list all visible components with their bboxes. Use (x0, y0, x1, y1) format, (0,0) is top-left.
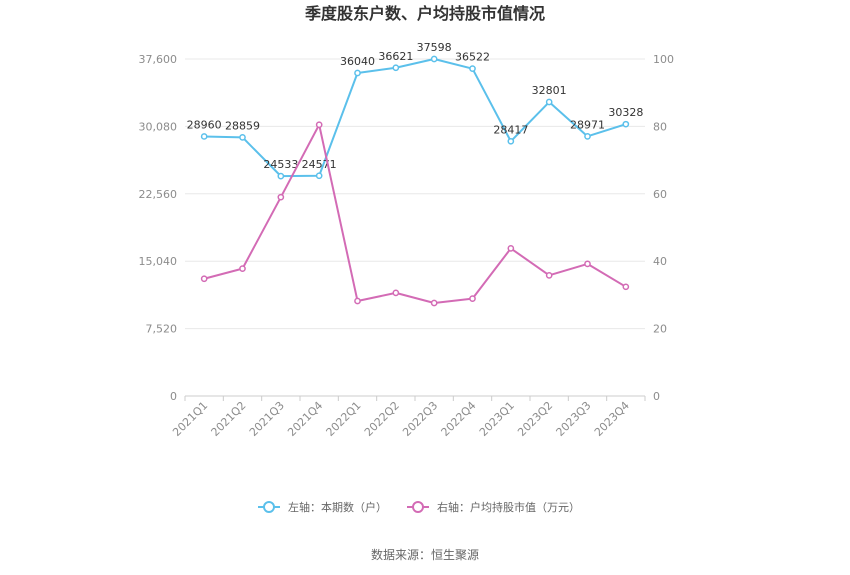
series-line-1 (204, 58, 627, 178)
series-2-point (277, 193, 285, 201)
x-tick-label: 2023Q2 (515, 399, 555, 439)
right-tick-label: 80 (653, 120, 667, 133)
series-1-point (277, 172, 285, 180)
x-tick-label: 2021Q4 (285, 399, 325, 439)
x-tick-label: 2021Q1 (170, 399, 210, 439)
series-2-point (430, 299, 438, 307)
series-2-point (354, 297, 361, 305)
x-tick-label: 2023Q3 (554, 399, 594, 439)
series-layer: 28960 28859 24533 24571 36040 36621 3759836522… (187, 41, 643, 307)
x-tick-label: 2021Q3 (247, 399, 287, 439)
data-label: 24571 (302, 158, 337, 171)
series-2-point (507, 245, 515, 252)
series-1-point (200, 133, 208, 140)
series-2-point (545, 272, 553, 279)
left-axis: 0 7,520 15,040 22,560 30,080 37,600 (139, 53, 178, 403)
series-1-point (545, 98, 553, 106)
series-1-point (622, 120, 630, 128)
left-tick-label: 37,600 (139, 53, 178, 66)
data-label: 28971 (570, 118, 605, 131)
left-tick-label: 22,560 (139, 188, 178, 201)
left-tick-label: 7,520 (146, 323, 178, 336)
right-tick-label: 40 (653, 255, 667, 268)
x-tick-label: 2023Q1 (477, 399, 517, 439)
series-2-point (584, 260, 591, 268)
data-label: 28960 (187, 118, 222, 131)
series-2-point (239, 265, 246, 272)
right-axis: 0 20 40 60 80 100 (653, 53, 674, 403)
x-tick-label: 2022Q4 (439, 399, 479, 439)
left-tick-label: 30,080 (139, 120, 178, 133)
right-tick-label: 60 (653, 188, 667, 201)
chart-title: 季度股东户数、户均持股市值情况 (304, 4, 545, 23)
series-1-point (584, 132, 591, 140)
data-source: 数据来源：恒生聚源 (371, 547, 479, 562)
x-tick-label: 2022Q1 (324, 399, 364, 439)
series-1-point (315, 172, 323, 180)
x-tick-label: 2022Q2 (362, 399, 402, 439)
series-1-point (239, 133, 246, 141)
legend: 左轴：本期数（户） 右轴：户均持股市值（万元） (258, 500, 580, 514)
left-tick-label: 15,040 (139, 255, 178, 268)
legend-label: 左轴：本期数（户） (288, 500, 387, 514)
series-1-point (354, 69, 361, 77)
x-tick-label: 2021Q2 (209, 399, 249, 439)
data-label: 36040 (340, 55, 375, 68)
x-tick-label: 2022Q3 (400, 399, 440, 439)
data-label: 28859 (225, 119, 260, 132)
left-tick-label: 0 (170, 390, 177, 403)
data-label: 30328 (608, 106, 643, 119)
series-2-point (469, 295, 476, 302)
data-label: 36522 (455, 51, 490, 64)
series-2-point (200, 275, 208, 283)
right-tick-label: 0 (653, 390, 660, 403)
grid-lines (185, 58, 645, 397)
legend-swatch-marker (412, 501, 424, 513)
right-tick-label: 100 (653, 53, 674, 66)
series-1-point (392, 64, 400, 72)
series-1-point (507, 137, 515, 145)
x-tick-label: 2023Q4 (592, 399, 632, 439)
data-label: 37598 (417, 41, 452, 54)
series-1-point (469, 65, 476, 73)
series-2-point (622, 283, 630, 291)
series-line-2 (203, 123, 627, 304)
series-1-point (430, 55, 438, 63)
series-2-point (315, 121, 323, 129)
data-label: 36621 (378, 50, 413, 63)
data-label: 24533 (263, 158, 298, 171)
x-axis: 2021Q12021Q22021Q32021Q42022Q12022Q22022… (170, 396, 646, 439)
series-2-point (392, 289, 400, 297)
legend-swatch-marker (263, 501, 275, 513)
data-label: 28417 (493, 123, 528, 136)
data-label: 32801 (532, 84, 567, 97)
legend-label: 右轴：户均持股市值（万元） (437, 500, 580, 514)
right-tick-label: 20 (653, 323, 667, 336)
